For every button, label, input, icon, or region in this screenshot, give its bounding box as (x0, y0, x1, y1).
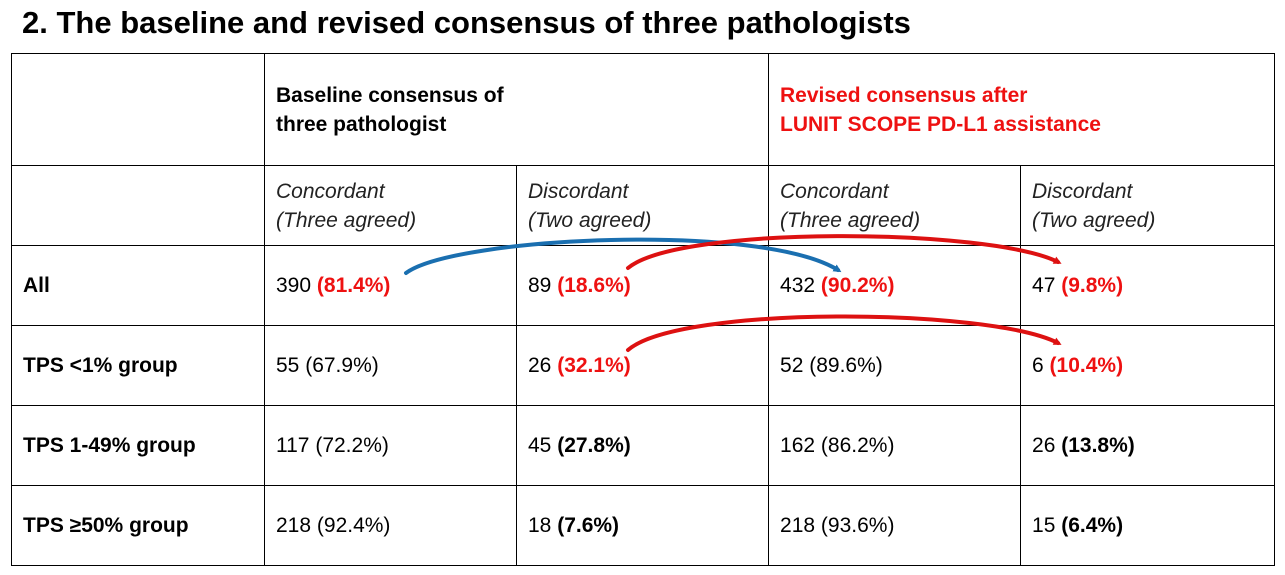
baseline-discordant-header: Discordant (Two agreed) (515, 165, 770, 246)
percent-value: (81.4%) (316, 274, 391, 297)
percent-value: (86.2%) (820, 434, 895, 457)
count-value: 432 (780, 274, 816, 297)
row-label: TPS ≥50% group (11, 485, 265, 566)
table-subheader-row: Concordant (Three agreed) Discordant (Tw… (11, 165, 1276, 246)
percent-value: (67.9%) (305, 354, 379, 377)
row-label: TPS <1% group (11, 325, 265, 406)
count-value: 18 (528, 514, 552, 537)
revised-discordant-cell: 47 (9.8%) (1020, 245, 1276, 326)
revised-discordant-cell: 26 (13.8%) (1020, 405, 1276, 486)
row-tps-under-1: TPS <1% group 55 (67.9%) 26 (32.1%) 52 (89.… (11, 325, 1276, 406)
percent-value: (7.6%) (557, 514, 620, 537)
table-header-row: Baseline consensus of three pathologist … (11, 53, 1276, 166)
baseline-header-line1: Baseline consensus of (276, 83, 504, 107)
revised-discordant-cell: 15 (6.4%) (1020, 485, 1276, 566)
count-value: 55 (276, 354, 300, 377)
baseline-concordant-cell: 117 (72.2%) (264, 405, 517, 486)
count-value: 390 (276, 274, 312, 297)
count-value: 52 (780, 354, 804, 377)
count-value: 6 (1032, 354, 1044, 377)
revised-header-line1: Revised consensus after (780, 83, 1028, 107)
percent-value: (9.8%) (1061, 274, 1124, 297)
revised-concordant-cell: 432 (90.2%) (768, 245, 1022, 326)
baseline-discordant-cell: 18 (7.6%) (515, 485, 770, 566)
baseline-discordant-cell: 89 (18.6%) (515, 245, 770, 326)
baseline-header-line2: three pathologist (276, 112, 447, 136)
discordant-note: (Two agreed) (528, 208, 652, 232)
baseline-concordant-cell: 218 (92.4%) (264, 485, 517, 566)
count-value: 162 (780, 434, 816, 457)
percent-value: (72.2%) (315, 434, 389, 457)
percent-value: (6.4%) (1061, 514, 1124, 537)
revised-header: Revised consensus after LUNIT SCOPE PD-L… (768, 53, 1276, 166)
baseline-concordant-cell: 55 (67.9%) (264, 325, 517, 406)
revised-concordant-cell: 162 (86.2%) (768, 405, 1022, 486)
consensus-table: Baseline consensus of three pathologist … (11, 53, 1276, 566)
revised-discordant-header: Discordant (Two agreed) (1020, 165, 1276, 246)
count-value: 218 (276, 514, 312, 537)
table-body: All 390 (81.4%) 89 (18.6%) 432 (90.2%) 47 (9… (11, 245, 1276, 566)
concordant-note: (Three agreed) (276, 208, 417, 232)
row-tps-50-plus: TPS ≥50% group 218 (92.4%) 18 (7.6%) 218 (9… (11, 485, 1276, 566)
concordant-note: (Three agreed) (780, 208, 921, 232)
revised-concordant-cell: 218 (93.6%) (768, 485, 1022, 566)
discordant-label: Discordant (1032, 179, 1133, 203)
corner-cell (11, 53, 265, 166)
revised-concordant-cell: 52 (89.6%) (768, 325, 1022, 406)
concordant-label: Concordant (276, 179, 385, 203)
revised-header-line2: LUNIT SCOPE PD-L1 assistance (780, 112, 1101, 136)
percent-value: (90.2%) (820, 274, 895, 297)
baseline-header: Baseline consensus of three pathologist (263, 53, 770, 166)
discordant-label: Discordant (528, 179, 629, 203)
baseline-discordant-cell: 45 (27.8%) (515, 405, 770, 486)
percent-value: (10.4%) (1049, 354, 1124, 377)
page-title: 2. The baseline and revised consensus of… (22, 5, 911, 40)
count-value: 15 (1032, 514, 1056, 537)
percent-value: (89.6%) (809, 354, 883, 377)
row-label: TPS 1-49% group (11, 405, 265, 486)
baseline-discordant-cell: 26 (32.1%) (515, 325, 770, 406)
revised-concordant-header: Concordant (Three agreed) (768, 165, 1022, 246)
percent-value: (13.8%) (1061, 434, 1135, 457)
percent-value: (18.6%) (557, 274, 631, 297)
percent-value: (27.8%) (557, 434, 631, 457)
count-value: 89 (528, 274, 552, 297)
percent-value: (93.6%) (820, 514, 895, 537)
count-value: 26 (1032, 434, 1056, 457)
row-all: All 390 (81.4%) 89 (18.6%) 432 (90.2%) 47 (9… (11, 245, 1276, 326)
discordant-note: (Two agreed) (1032, 208, 1156, 232)
baseline-concordant-cell: 390 (81.4%) (264, 245, 517, 326)
subheader-corner-cell (11, 165, 265, 246)
baseline-concordant-header: Concordant (Three agreed) (264, 165, 517, 246)
percent-value: (32.1%) (557, 354, 631, 377)
count-value: 45 (528, 434, 552, 457)
count-value: 117 (276, 434, 310, 457)
revised-discordant-cell: 6 (10.4%) (1020, 325, 1276, 406)
row-label: All (11, 245, 265, 326)
percent-value: (92.4%) (316, 514, 391, 537)
concordant-label: Concordant (780, 179, 889, 203)
count-value: 218 (780, 514, 816, 537)
row-tps-1-49: TPS 1-49% group 117 (72.2%) 45 (27.8%) 162 … (11, 405, 1276, 486)
count-value: 26 (528, 354, 552, 377)
count-value: 47 (1032, 274, 1056, 297)
